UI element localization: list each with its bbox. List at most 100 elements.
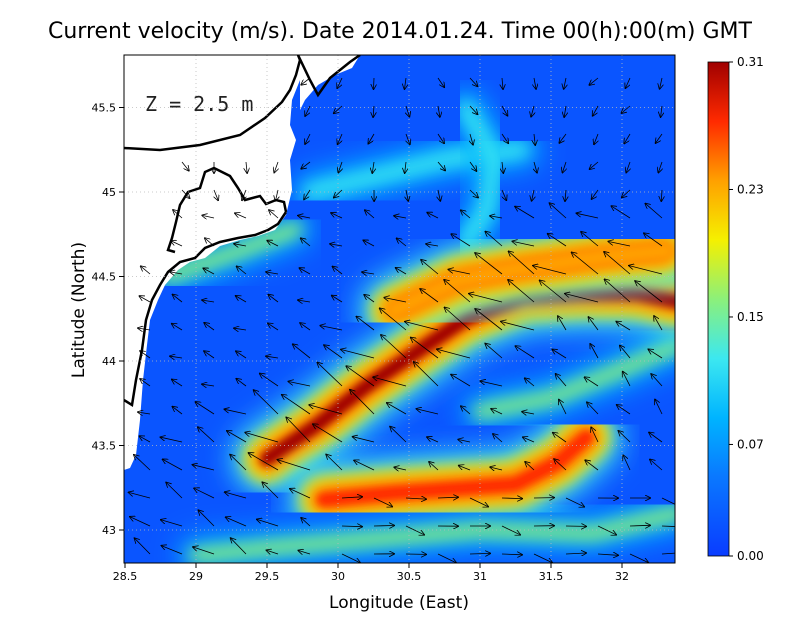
velocity-arrow	[605, 279, 631, 303]
velocity-arrow	[138, 412, 151, 414]
y-tick-label: 44.5	[92, 271, 117, 284]
velocity-arrow	[559, 400, 567, 415]
velocity-arrow	[629, 553, 648, 563]
velocity-arrow	[140, 436, 151, 443]
velocity-arrow	[449, 270, 471, 275]
velocity-arrow	[604, 252, 631, 275]
velocity-arrow	[475, 309, 503, 331]
velocity-arrow	[262, 482, 279, 499]
coastline	[124, 55, 361, 408]
velocity-arrow	[490, 216, 503, 218]
velocity-arrow	[396, 268, 407, 275]
velocity-arrow	[320, 326, 343, 331]
velocity-arrow	[141, 266, 151, 275]
velocity-arrow	[405, 322, 439, 331]
velocity-arrow	[365, 210, 375, 219]
velocity-arrow	[394, 467, 407, 470]
velocity-arrow	[317, 363, 343, 387]
velocity-arrow	[502, 161, 503, 173]
velocity-arrow	[437, 497, 458, 498]
velocity-arrow	[170, 272, 183, 274]
velocity-arrow	[326, 455, 343, 471]
velocity-arrow	[493, 434, 503, 443]
velocity-arrow	[162, 546, 183, 555]
colorbar-ticks: 0.00 0.07 0.15 0.23 0.31	[729, 55, 764, 563]
velocity-arrow	[341, 553, 360, 563]
velocity-arrow	[564, 105, 566, 117]
velocity-arrow	[163, 459, 183, 471]
velocity-arrow	[661, 497, 675, 507]
velocity-arrow	[267, 241, 279, 247]
velocity-arrow	[660, 77, 662, 89]
velocity-arrow	[522, 412, 535, 414]
velocity-arrow	[437, 77, 444, 87]
flow-core-1	[473, 338, 675, 419]
velocity-arrow	[461, 210, 471, 219]
x-tick-label: 29	[189, 570, 203, 583]
velocity-arrow	[649, 433, 663, 443]
velocity-arrow	[204, 323, 215, 331]
velocity-arrow	[181, 189, 190, 198]
colorbar-tick-label: 0.23	[737, 182, 764, 196]
velocity-arrow	[490, 467, 503, 470]
northern-jet-core	[387, 244, 672, 318]
velocity-arrow	[301, 77, 311, 85]
velocity-arrow	[170, 356, 183, 358]
velocity-arrow	[597, 525, 616, 535]
velocity-arrow	[531, 105, 534, 117]
velocity-arrow	[513, 241, 535, 247]
velocity-arrow	[515, 207, 535, 219]
velocity-arrow	[451, 234, 471, 247]
x-tick-label: 29.5	[255, 570, 280, 583]
velocity-arrow	[260, 374, 279, 387]
velocity-arrow	[324, 345, 343, 359]
velocity-arrow	[622, 105, 631, 113]
velocity-arrow	[552, 350, 567, 359]
velocity-arrow	[585, 460, 599, 471]
velocity-arrow	[523, 437, 535, 443]
x-tick-label: 30	[331, 570, 345, 583]
velocity-arrow	[587, 402, 599, 415]
velocity-arrow	[590, 344, 599, 359]
velocity-arrow	[501, 133, 508, 143]
velocity-arrow	[501, 322, 535, 331]
velocity-arrow	[374, 77, 375, 89]
velocity-arrow	[491, 409, 503, 415]
velocity-field	[150, 90, 675, 563]
flow-core-0	[189, 506, 675, 563]
velocity-arrow	[501, 554, 522, 555]
velocity-arrow	[429, 462, 439, 471]
velocity-arrow	[231, 538, 247, 555]
velocity-arrow	[508, 280, 535, 303]
y-tick-label: 43.5	[92, 440, 117, 453]
velocity-arrow	[305, 133, 311, 144]
velocity-arrow	[234, 328, 247, 330]
velocity-arrow	[593, 105, 599, 116]
velocity-arrow	[194, 488, 215, 499]
velocity-arrow	[406, 133, 410, 144]
velocity-arrow	[236, 379, 247, 387]
velocity-arrow	[533, 553, 552, 563]
velocity-arrow	[266, 356, 279, 358]
velocity-arrow	[161, 520, 183, 527]
velocity-arrow	[444, 280, 471, 303]
velocity-arrow	[193, 547, 215, 555]
velocity-arrow	[242, 189, 246, 200]
velocity-arrow	[140, 351, 151, 359]
velocity-arrow	[368, 133, 375, 144]
velocity-arrow	[525, 462, 535, 471]
velocity-arrow	[534, 161, 537, 173]
velocity-arrow	[384, 298, 407, 303]
velocity-arrow	[161, 437, 183, 443]
velocity-arrow	[353, 437, 375, 443]
velocity-arrow	[540, 281, 567, 303]
land-mask	[124, 55, 300, 470]
velocity-arrow	[202, 215, 215, 218]
velocity-arrow	[559, 133, 567, 143]
velocity-arrow	[225, 409, 247, 415]
velocity-arrow	[485, 344, 503, 359]
velocity-arrow	[565, 294, 599, 303]
velocity-arrow	[245, 433, 279, 443]
velocity-arrow	[346, 366, 375, 387]
